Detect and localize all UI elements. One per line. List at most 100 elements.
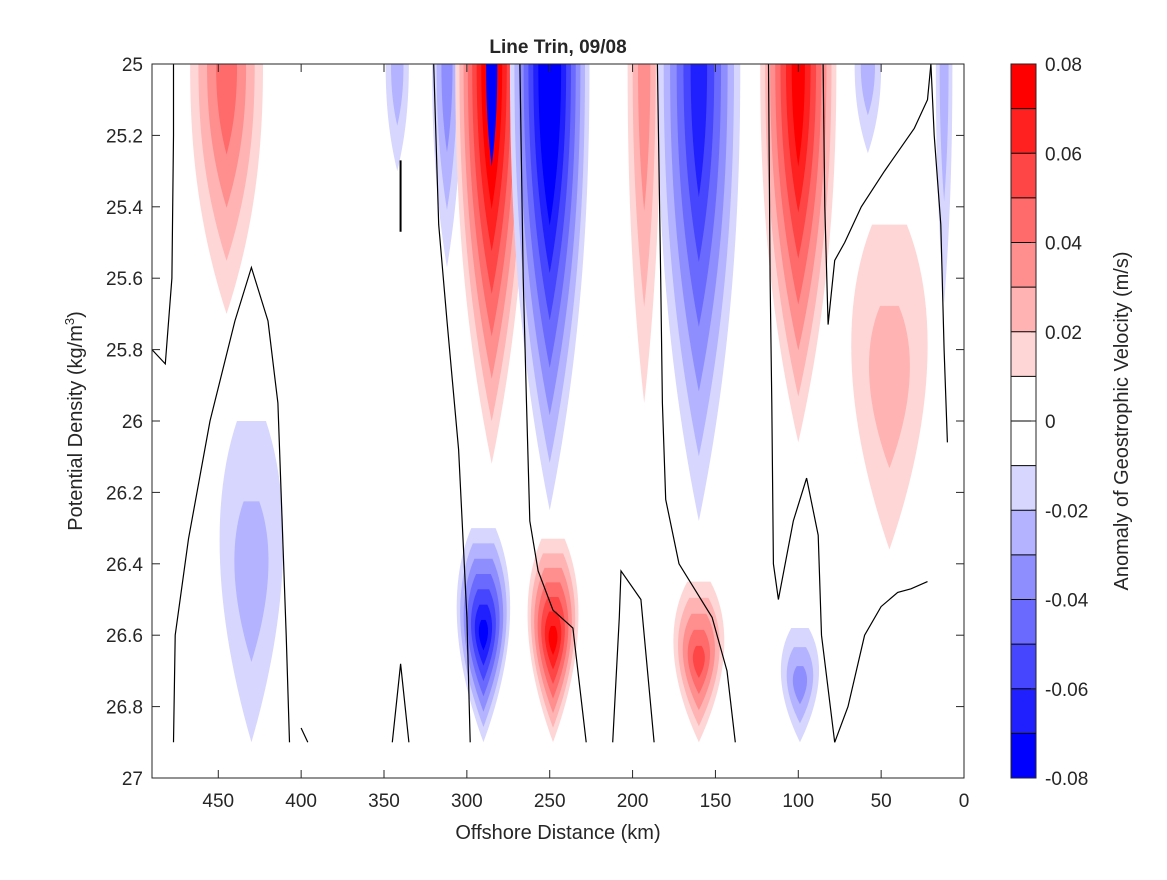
anomaly-contour-band: [690, 64, 708, 198]
colorbar-tick-label: 0.08: [1045, 55, 1082, 76]
anomaly-contour-band: [868, 305, 910, 469]
colorbar-level: [1011, 287, 1036, 332]
colorbar-level: [1011, 153, 1036, 198]
zero-contour-line: [656, 64, 736, 743]
x-axis-label: Offshore Distance (km): [455, 822, 660, 844]
colorbar-tick-label: -0.02: [1045, 501, 1088, 522]
x-tick-label: 150: [700, 791, 732, 812]
zero-contour-layer: [152, 64, 948, 743]
x-tick-label: 350: [368, 791, 400, 812]
x-tick-label: 300: [451, 791, 483, 812]
anomaly-core: [673, 581, 725, 743]
anomaly-core: [935, 64, 953, 304]
anomaly-contour-band: [441, 64, 453, 153]
y-tick-label: 25.8: [106, 341, 143, 362]
chart-title: Line Trin, 09/08: [489, 37, 626, 58]
anomaly-core: [385, 64, 409, 172]
anomaly-core: [509, 64, 590, 511]
anomaly-core: [657, 64, 741, 521]
colorbar-tick-label: 0.02: [1045, 323, 1082, 344]
zero-contour-line: [767, 64, 836, 743]
x-tick-label: 200: [617, 791, 649, 812]
colorbar-level: [1011, 64, 1036, 109]
anomaly-contour-band: [692, 645, 705, 679]
anomaly-contour-band: [548, 626, 558, 656]
colorbar-ticks: 0.08 0.06 0.04 0.02 0 -0.02 -0.04 -0.06 -0.08: [1031, 55, 1089, 790]
y-axis-label: Potential Density (kg/m3): [62, 311, 87, 531]
anomaly-contour-band: [216, 64, 238, 155]
colorbar-level: [1011, 242, 1036, 288]
anomaly-core: [527, 538, 579, 743]
anomaly-core: [627, 64, 661, 404]
x-tick-label: 450: [202, 791, 234, 812]
y-tick-label: 26.6: [106, 626, 143, 647]
colorbar-level: [1011, 510, 1036, 555]
y-axis-label-main: Potential Density (kg/m: [65, 325, 87, 531]
colorbar-level: [1011, 465, 1036, 511]
colorbar-level: [1011, 688, 1036, 734]
y-axis-ticks: 25 25.2 25.4 25.6 25.8 26 26.2 26.4 26.6 26.8 27: [106, 55, 964, 790]
anomaly-contour-band: [234, 501, 269, 662]
anomaly-core: [456, 528, 511, 743]
anomaly-core: [455, 64, 529, 464]
colorbar-tick-label: -0.04: [1045, 591, 1089, 612]
y-axis-label-superscript: 3: [62, 318, 77, 325]
x-tick-label: 0: [959, 791, 970, 812]
anomaly-contour-band: [391, 64, 404, 126]
zero-contour-line: [300, 727, 309, 743]
zero-contour-line: [930, 64, 948, 443]
x-tick-label: 400: [285, 791, 317, 812]
anomaly-fill-layer: [190, 64, 953, 743]
anomaly-core: [219, 421, 284, 743]
anomaly-contour-band: [486, 64, 498, 167]
y-tick-label: 25: [122, 55, 143, 76]
x-tick-label: 50: [871, 791, 892, 812]
anomaly-core: [780, 628, 820, 743]
anomaly-core: [432, 64, 462, 268]
zero-contour-line: [822, 64, 932, 325]
anomaly-core: [190, 64, 264, 314]
colorbar-level: [1011, 331, 1036, 377]
anomaly-core: [851, 224, 928, 550]
anomaly-contour-band: [791, 64, 805, 167]
anomaly-contour-band: [543, 64, 556, 179]
colorbar-level: [1011, 376, 1036, 421]
y-tick-label: 26.8: [106, 698, 143, 719]
anomaly-core: [854, 64, 882, 154]
y-tick-label: 25.2: [106, 126, 143, 147]
zero-contour-line: [834, 581, 928, 743]
anomaly-contour-band: [638, 64, 651, 211]
y-tick-label: 26.2: [106, 483, 143, 504]
y-tick-label: 27: [122, 769, 143, 790]
colorbar-label: Anomaly of Geostrophic Velocity (m/s): [1111, 251, 1133, 590]
y-tick-label: 26: [122, 412, 143, 433]
anomaly-contour-band: [860, 64, 875, 116]
anomaly-contour-band: [478, 619, 489, 651]
colorbar-tick-label: -0.08: [1045, 769, 1088, 790]
colorbar-tick-label: -0.06: [1045, 680, 1088, 701]
anomaly-core: [760, 64, 837, 443]
anomaly-contour-band: [939, 64, 949, 202]
colorbar-level: [1011, 554, 1036, 600]
zero-contour-line: [152, 64, 175, 366]
x-tick-label: 250: [534, 791, 566, 812]
zero-contour-line: [391, 663, 410, 743]
y-tick-label: 25.6: [106, 269, 143, 290]
zero-contour-line: [172, 265, 291, 743]
colorbar-level: [1011, 108, 1036, 154]
y-tick-label: 26.4: [106, 555, 143, 576]
anomaly-contour-band: [792, 666, 808, 705]
zero-contour-line: [519, 64, 587, 743]
colorbar-tick-label: 0: [1045, 412, 1056, 433]
colorbar-level: [1011, 599, 1036, 645]
colorbar-level: [1011, 644, 1036, 689]
colorbar-level: [1011, 421, 1036, 466]
zero-contour-line: [433, 64, 471, 743]
colorbar-level: [1011, 197, 1036, 243]
y-tick-label: 25.4: [106, 198, 143, 219]
colorbar-tick-label: 0.06: [1045, 144, 1082, 165]
colorbar-level: [1011, 733, 1036, 778]
x-axis-ticks: 450 400 350 300 250 200 150 100 50 0: [202, 64, 969, 812]
